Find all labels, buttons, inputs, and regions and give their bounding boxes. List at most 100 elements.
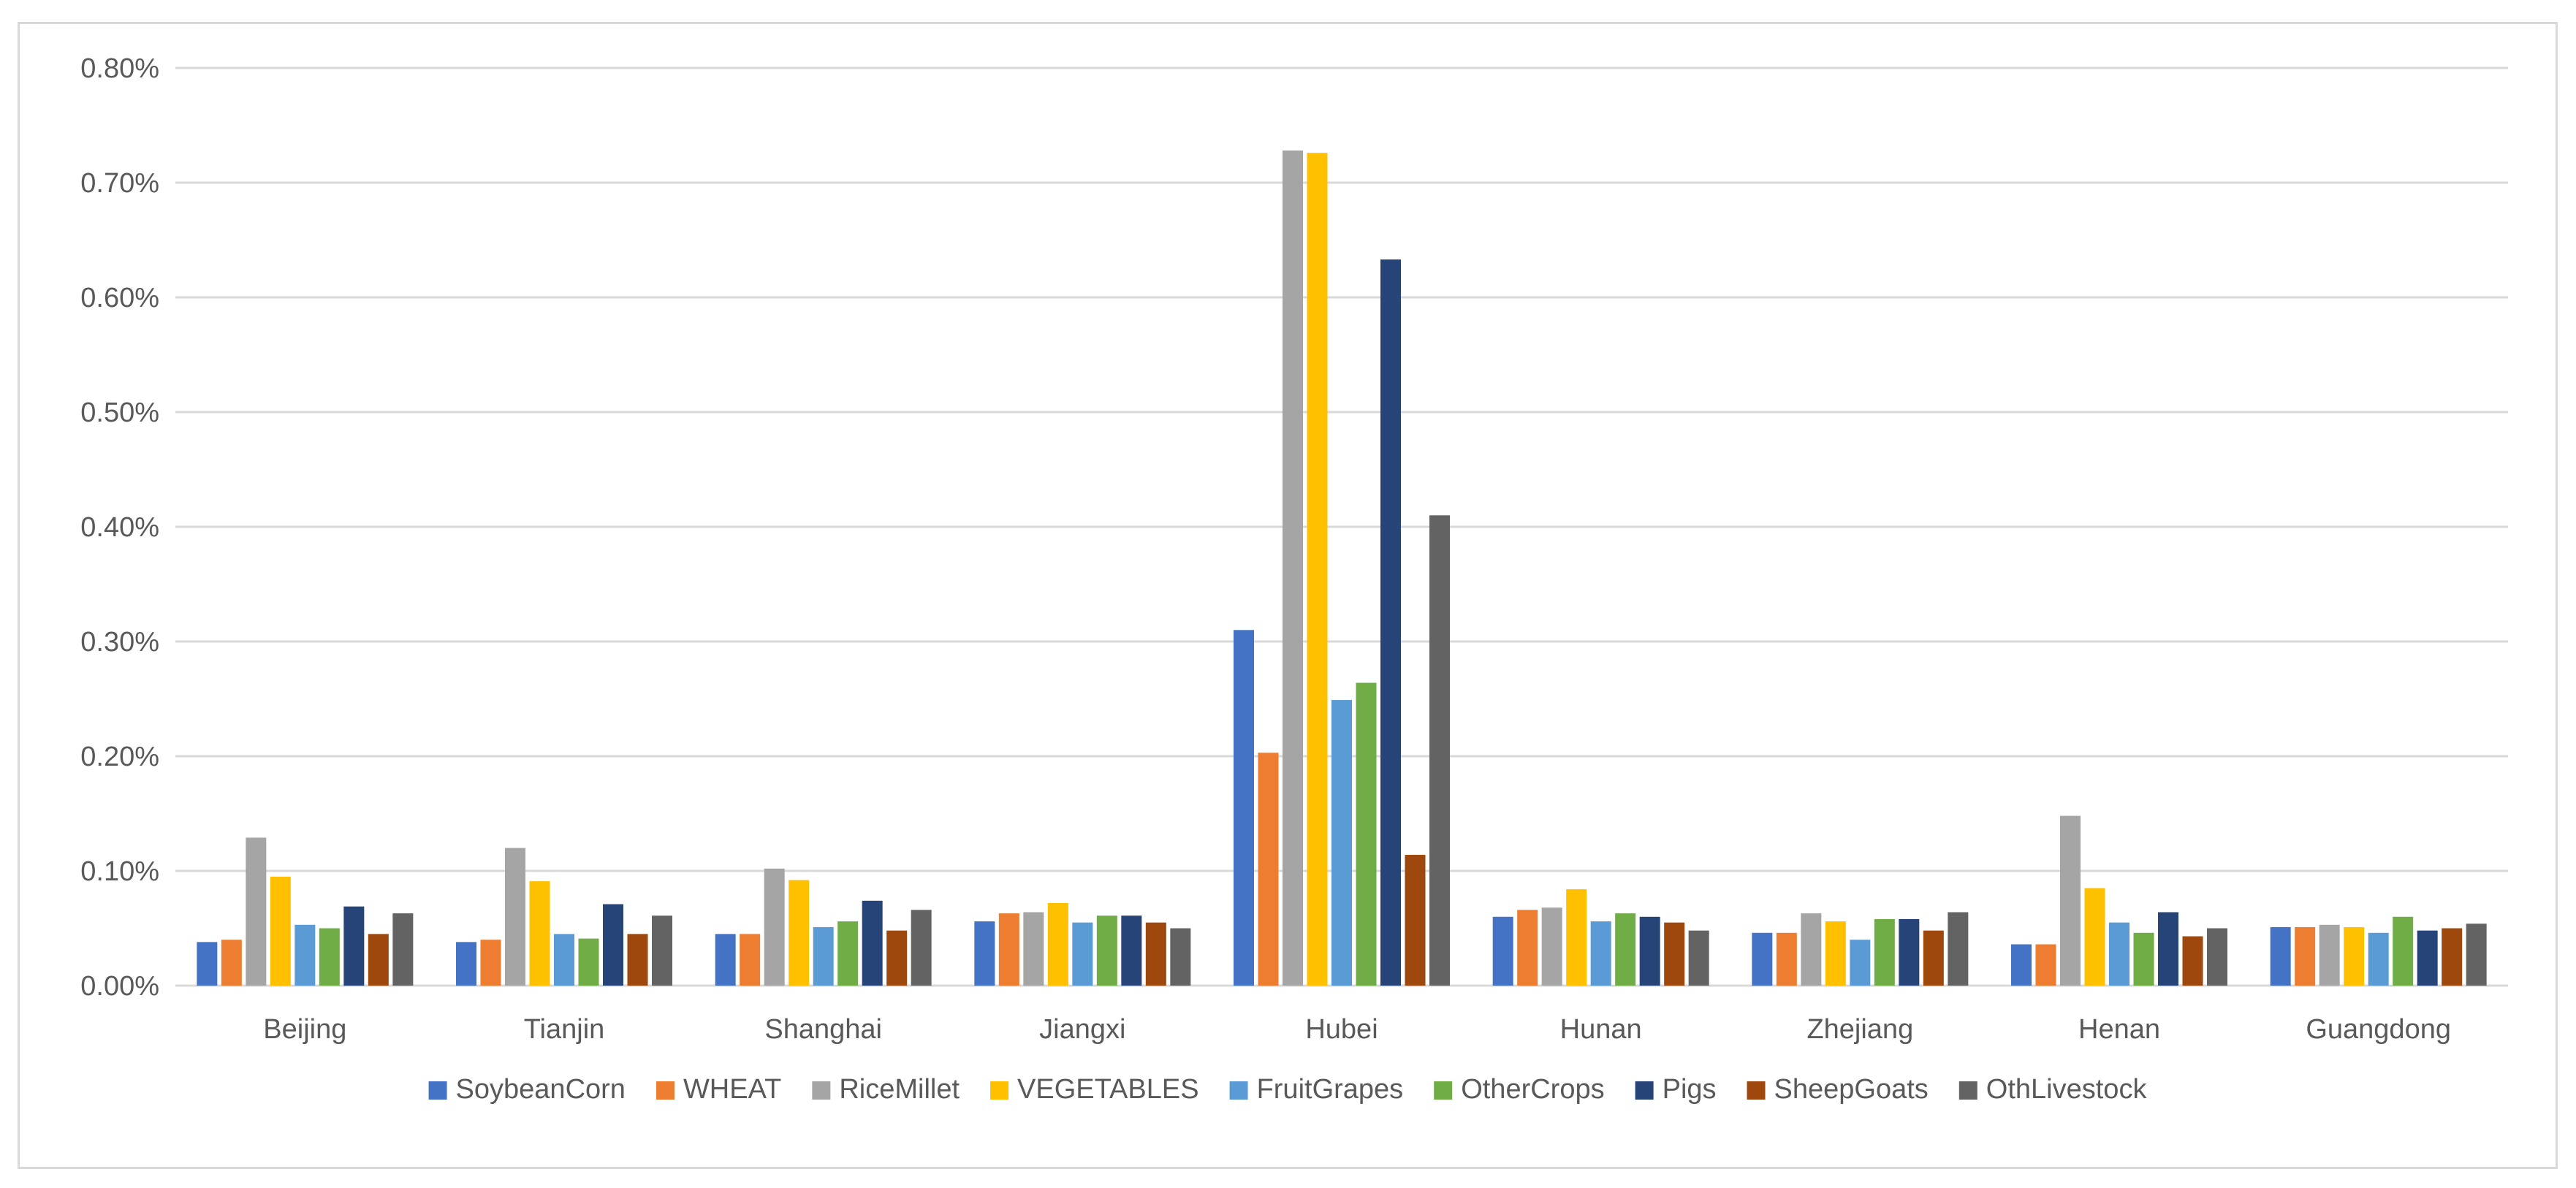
bar-VEGETABLES-Shanghai <box>789 880 810 986</box>
bar-Pigs-Shanghai <box>862 900 883 986</box>
y-tick-label: 0.00% <box>80 971 159 1002</box>
legend-item-RiceMillet: RiceMillet <box>812 1074 960 1105</box>
bar-OthLivestock-Jiangxi <box>1170 928 1191 986</box>
legend-label: RiceMillet <box>839 1074 960 1105</box>
bar-Pigs-Beijing <box>343 906 365 986</box>
legend-swatch <box>1747 1081 1766 1100</box>
bar-FruitGrapes-Jiangxi <box>1072 922 1093 986</box>
bar-RiceMillet-Henan <box>2060 815 2081 986</box>
bar-SheepGoats-Jiangxi <box>1145 922 1166 986</box>
legend-swatch <box>1229 1081 1248 1100</box>
bar-SoybeanCorn-Jiangxi <box>974 921 995 986</box>
legend-swatch <box>1958 1081 1977 1100</box>
bar-OthLivestock-Beijing <box>392 913 414 986</box>
bar-OthLivestock-Shanghai <box>911 910 932 986</box>
bar-SoybeanCorn-Shanghai <box>715 934 736 986</box>
x-tick-label: Hubei <box>1305 1014 1378 1045</box>
bar-FruitGrapes-Zhejiang <box>1850 940 1871 986</box>
x-tick-label: Henan <box>2078 1014 2160 1045</box>
bar-SheepGoats-Zhejiang <box>1923 930 1944 986</box>
bar-OtherCrops-Beijing <box>319 928 340 986</box>
bar-VEGETABLES-Jiangxi <box>1047 902 1068 986</box>
bar-SheepGoats-Tianjin <box>627 934 648 986</box>
bar-WHEAT-Beijing <box>221 940 242 986</box>
bar-SheepGoats-Henan <box>2182 936 2203 986</box>
y-tick-label: 0.80% <box>80 53 159 84</box>
y-axis-ticks: 0.00% 0.10% 0.20% 0.30% 0.40% 0.50% 0.60% 0.70%… <box>80 53 159 1002</box>
x-tick-label: Shanghai <box>764 1014 882 1045</box>
bar-Pigs-Hunan <box>1639 916 1660 986</box>
legend-item-VEGETABLES: VEGETABLES <box>990 1074 1199 1105</box>
bar-WHEAT-Hunan <box>1517 910 1538 986</box>
legend-label: VEGETABLES <box>1017 1074 1199 1105</box>
bar-RiceMillet-Tianjin <box>505 848 525 986</box>
legend-item-Pigs: Pigs <box>1635 1074 1717 1105</box>
bar-Pigs-Zhejiang <box>1899 918 1920 986</box>
legend-item-WHEAT: WHEAT <box>656 1074 781 1105</box>
bar-OtherCrops-Hunan <box>1615 913 1636 986</box>
legend-swatch <box>656 1081 675 1100</box>
bar-OthLivestock-Hunan <box>1688 930 1709 986</box>
bar-OthLivestock-Guangdong <box>2466 924 2487 986</box>
bar-VEGETABLES-Hunan <box>1566 889 1587 986</box>
bar-Pigs-Guangdong <box>2417 930 2438 986</box>
bar-OtherCrops-Shanghai <box>837 921 859 986</box>
bar-FruitGrapes-Shanghai <box>813 926 834 986</box>
bar-Pigs-Tianjin <box>603 904 623 986</box>
x-tick-label: Beijing <box>263 1014 346 1045</box>
legend-item-OthLivestock: OthLivestock <box>1958 1074 2147 1105</box>
bar-OtherCrops-Tianjin <box>578 938 599 986</box>
bar-WHEAT-Zhejiang <box>1776 932 1797 986</box>
legend-label: FruitGrapes <box>1257 1074 1404 1105</box>
bar-Pigs-Hubei <box>1380 259 1401 986</box>
x-tick-label: Jiangxi <box>1039 1014 1125 1045</box>
legend-item-SheepGoats: SheepGoats <box>1747 1074 1929 1105</box>
bar-FruitGrapes-Henan <box>2109 922 2129 986</box>
x-tick-label: Tianjin <box>524 1014 605 1045</box>
legend-swatch <box>990 1081 1009 1100</box>
bar-OtherCrops-Guangdong <box>2393 916 2414 986</box>
bar-FruitGrapes-Tianjin <box>554 934 574 986</box>
legend: SoybeanCorn WHEAT RiceMillet VEGETABLES Frui… <box>428 1074 2147 1105</box>
bars <box>197 151 2487 986</box>
bar-SoybeanCorn-Zhejiang <box>1752 932 1773 986</box>
bar-RiceMillet-Jiangxi <box>1023 912 1044 986</box>
legend-item-SoybeanCorn: SoybeanCorn <box>428 1074 626 1105</box>
bar-RiceMillet-Shanghai <box>764 868 785 986</box>
bar-RiceMillet-Hunan <box>1541 907 1562 986</box>
bar-OthLivestock-Tianjin <box>652 915 672 986</box>
legend-swatch <box>1434 1081 1453 1100</box>
bar-FruitGrapes-Hubei <box>1331 700 1352 986</box>
bar-SheepGoats-Hubei <box>1405 855 1426 986</box>
bar-SheepGoats-Hunan <box>1664 922 1685 986</box>
bar-OthLivestock-Henan <box>2207 928 2227 986</box>
bar-OtherCrops-Jiangxi <box>1096 915 1117 986</box>
bar-RiceMillet-Hubei <box>1283 151 1303 986</box>
x-tick-label: Zhejiang <box>1806 1014 1913 1045</box>
bar-chart: 0.00% 0.10% 0.20% 0.30% 0.40% 0.50% 0.60% 0.70%… <box>80 53 2508 1105</box>
y-tick-label: 0.10% <box>80 856 159 887</box>
bar-SoybeanCorn-Guangdong <box>2270 926 2291 986</box>
bar-VEGETABLES-Tianjin <box>529 881 550 986</box>
bar-SoybeanCorn-Henan <box>2011 944 2032 986</box>
legend-label: SheepGoats <box>1774 1074 1929 1105</box>
bar-OtherCrops-Zhejiang <box>1874 918 1895 986</box>
legend-item-FruitGrapes: FruitGrapes <box>1229 1074 1404 1105</box>
bar-VEGETABLES-Zhejiang <box>1825 921 1846 986</box>
legend-swatch <box>1635 1081 1654 1100</box>
bar-SoybeanCorn-Beijing <box>197 942 218 986</box>
chart-frame: 0.00% 0.10% 0.20% 0.30% 0.40% 0.50% 0.60% 0.70%… <box>18 22 2558 1169</box>
bar-VEGETABLES-Henan <box>2084 888 2105 986</box>
bar-OtherCrops-Hubei <box>1356 682 1377 986</box>
x-tick-label: Guangdong <box>2306 1014 2451 1045</box>
bar-FruitGrapes-Hunan <box>1590 921 1611 986</box>
bar-FruitGrapes-Guangdong <box>2368 932 2389 986</box>
bar-RiceMillet-Zhejiang <box>1801 913 1822 986</box>
bar-VEGETABLES-Guangdong <box>2344 926 2365 986</box>
bar-RiceMillet-Guangdong <box>2319 924 2340 986</box>
bar-OtherCrops-Henan <box>2133 932 2154 986</box>
legend-swatch <box>812 1081 831 1100</box>
legend-label: Pigs <box>1663 1074 1717 1105</box>
bar-FruitGrapes-Beijing <box>295 924 316 986</box>
bar-Pigs-Jiangxi <box>1121 915 1142 986</box>
